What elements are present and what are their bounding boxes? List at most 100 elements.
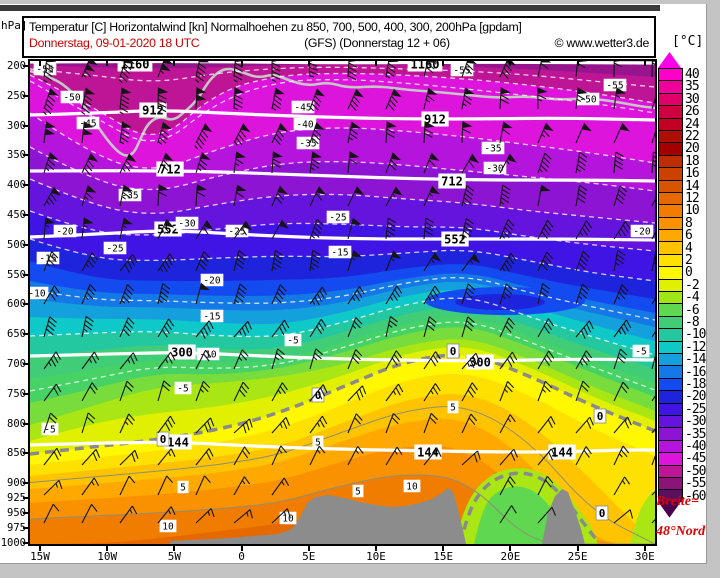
isotherm-label--25: -25 <box>228 226 245 237</box>
isotherm--25 <box>30 210 655 252</box>
wind-barb <box>195 380 211 402</box>
wind-barb <box>271 185 288 207</box>
colorbar-cell-8 <box>659 216 682 230</box>
copyright: © www.wetter3.de <box>554 36 650 50</box>
wind-barb <box>461 283 476 305</box>
wind-barb <box>233 123 251 146</box>
latitude-note-line2: 48°Nord <box>656 524 706 539</box>
isotherm-label-5: 5 <box>315 437 321 448</box>
isotherm-label--25: -25 <box>106 243 123 254</box>
pressure-tick <box>23 333 29 336</box>
wind-barb <box>233 349 249 370</box>
wind-barb <box>499 252 517 272</box>
colorbar-label--2: -2 <box>685 277 700 293</box>
wind-barb <box>81 61 98 79</box>
wind-barb <box>157 475 174 496</box>
colorbar-cell--10 <box>659 328 682 341</box>
wind-barb <box>461 382 478 402</box>
wind-barb <box>499 153 517 174</box>
height-label-552-box <box>441 231 469 247</box>
isotherm-label--30: -30 <box>178 218 195 229</box>
wind-barb <box>233 184 247 207</box>
wind-barbs <box>42 61 655 524</box>
wind-barb <box>43 383 62 402</box>
isotherm-label-10: 10 <box>162 521 174 532</box>
colorbar-cell--50 <box>659 464 682 477</box>
height-label-912: 912 <box>142 103 164 117</box>
isotherm-label--10: -10 <box>199 349 216 360</box>
wind-barb <box>385 217 397 240</box>
colorbar-label--25: -25 <box>685 401 707 417</box>
wind-barb <box>233 418 253 434</box>
isotherm-label-5: 5 <box>355 486 361 497</box>
isotherm-label-5-box <box>352 484 364 498</box>
colorbar-label--50: -50 <box>685 463 707 479</box>
wind-barb <box>43 186 61 207</box>
height-label-1160-box <box>407 61 443 72</box>
wind-barb <box>385 121 397 144</box>
wind-barb <box>613 87 627 110</box>
colorbar-cell--6 <box>659 303 682 316</box>
colorbar-label--60: -60 <box>685 488 707 504</box>
longitude-label-30E: 30E <box>634 550 655 563</box>
wind-barb <box>461 253 481 272</box>
wind-barb <box>575 122 592 144</box>
isotherm-label-5: 5 <box>180 482 186 493</box>
isotherm-label--35: -35 <box>484 143 501 154</box>
colorbar-label-30: 30 <box>685 91 700 107</box>
wind-barb <box>119 284 135 305</box>
wind-barb <box>157 380 171 402</box>
isotherm-label--35-box <box>481 141 505 155</box>
wind-barb <box>43 351 61 370</box>
wind-barb <box>385 446 403 466</box>
height-label-144: 144 <box>417 445 439 459</box>
wind-barb <box>43 61 57 83</box>
wind-barb <box>119 413 135 434</box>
colorbar-label-16: 16 <box>685 166 700 182</box>
wind-barb <box>195 184 207 207</box>
wind-barb <box>81 252 98 272</box>
pressure-label-350: 350 <box>7 149 26 162</box>
valid-date: Donnerstag, 09-01-2020 18 UTC <box>29 36 200 50</box>
longitude-tick-top <box>375 61 377 66</box>
pressure-label-250: 250 <box>7 89 26 102</box>
pressure-tick <box>23 363 29 365</box>
colorbar-label--20: -20 <box>685 389 707 405</box>
longitude-label-15E: 15E <box>433 550 454 563</box>
wind-barb <box>309 286 328 306</box>
zero-label-box <box>156 431 170 447</box>
isotherm-label--45: -45 <box>294 102 311 113</box>
cold-pocket-inner <box>455 294 545 310</box>
wind-barb <box>423 61 438 78</box>
wind-barb <box>385 350 403 370</box>
longitude-tick-top <box>240 61 243 66</box>
isotherm-label--5: -5 <box>635 346 646 357</box>
isotherm--55 <box>30 66 655 88</box>
wind-barb <box>157 415 176 434</box>
isotherm-label-10-box <box>279 511 297 525</box>
pressure-label-925: 925 <box>7 492 26 505</box>
wind-barb <box>575 416 594 434</box>
zero-label-box <box>595 505 609 521</box>
height-label-552: 552 <box>157 222 179 236</box>
wind-barb <box>537 61 552 78</box>
colorbar-cells <box>658 68 683 502</box>
terrain-peak <box>542 489 585 544</box>
colorbar-label-8: 8 <box>685 215 693 231</box>
wind-barb <box>613 416 632 434</box>
colorbar-cell-20 <box>659 142 682 155</box>
isotherm--40 <box>30 112 655 169</box>
wind-barb <box>385 88 402 111</box>
pressure-label-1000: 1000 <box>0 536 26 549</box>
isotherm-label--20-box <box>200 273 224 287</box>
wind-barb <box>613 151 624 174</box>
wind-barb <box>423 383 441 402</box>
wind-barb <box>195 251 211 272</box>
isotherm--35 <box>30 146 655 192</box>
wind-barb <box>537 380 553 402</box>
pressure-label-700: 700 <box>7 358 26 370</box>
isotherm-label--40-box <box>293 117 317 131</box>
wind-barb <box>385 250 402 272</box>
isotherm-label-10-box <box>403 479 421 493</box>
